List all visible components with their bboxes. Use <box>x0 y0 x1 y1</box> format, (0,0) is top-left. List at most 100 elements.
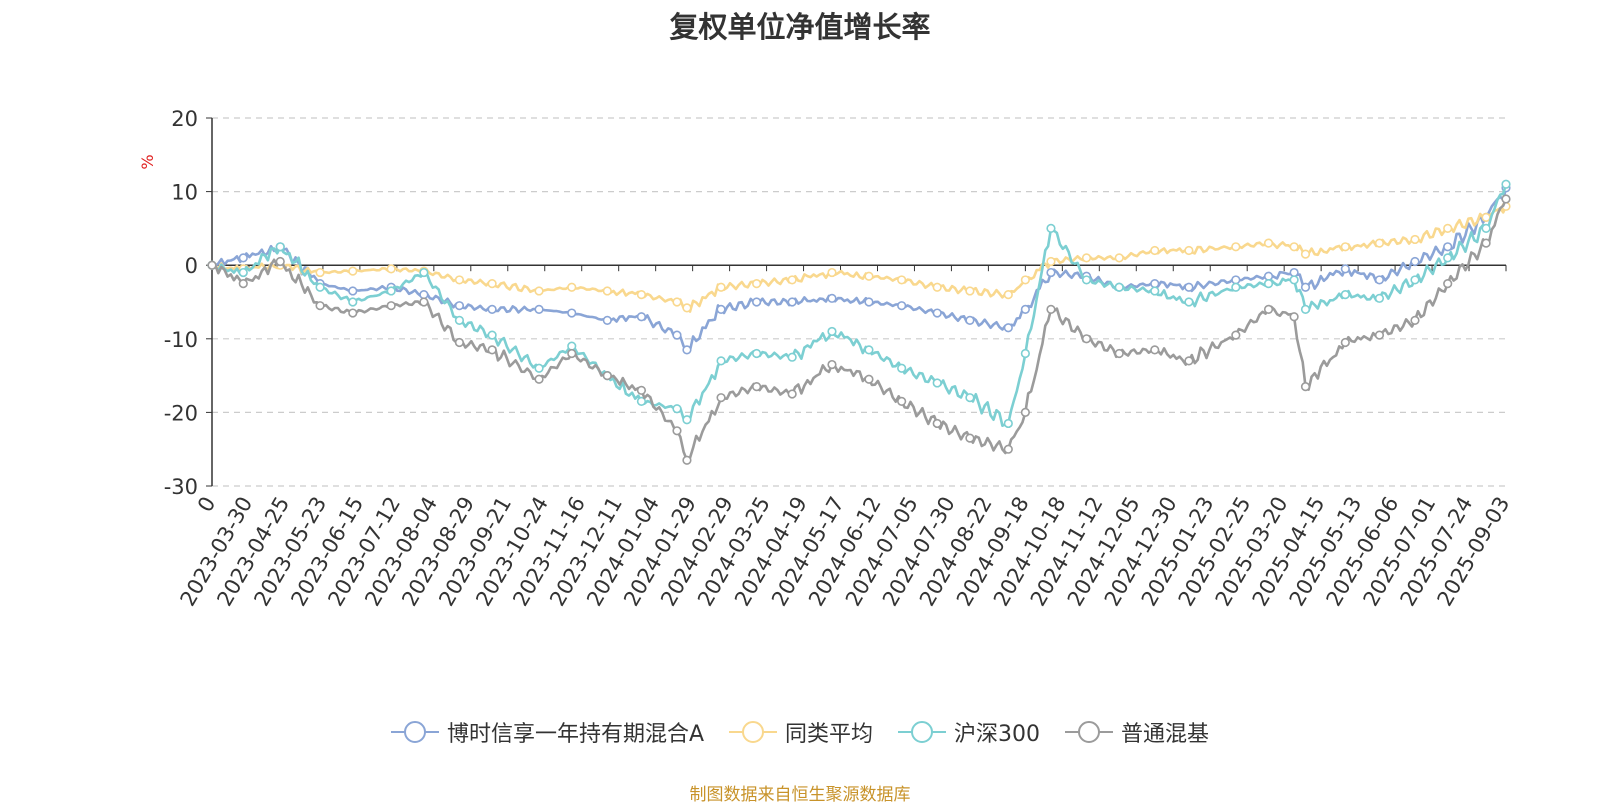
data-point <box>1231 242 1241 252</box>
data-point <box>1300 382 1311 392</box>
data-point <box>1020 348 1030 359</box>
data-point <box>1263 279 1274 289</box>
data-point <box>1443 242 1453 252</box>
data-point <box>1374 293 1385 303</box>
data-point <box>1501 194 1511 204</box>
data-point <box>716 393 726 403</box>
data-point <box>1374 330 1385 340</box>
data-point <box>1150 245 1160 256</box>
legend-item-peer-average[interactable]: 同类平均 <box>729 716 873 748</box>
data-point <box>1184 297 1194 307</box>
data-point <box>787 297 797 307</box>
data-point <box>932 378 942 388</box>
data-point <box>534 363 544 373</box>
data-point <box>672 426 682 436</box>
y-tick-label: -30 <box>164 475 198 499</box>
data-point <box>1289 312 1299 322</box>
legend-item-hybrid-funds[interactable]: 普通混基 <box>1065 716 1209 748</box>
grid-layer <box>212 117 1506 487</box>
data-point <box>672 330 682 340</box>
data-point <box>897 275 907 285</box>
data-point <box>348 297 358 307</box>
legend-swatch-icon <box>390 719 439 745</box>
data-point <box>1003 290 1013 300</box>
data-point <box>864 374 874 384</box>
data-point <box>454 315 465 326</box>
data-point <box>897 363 907 373</box>
data-point <box>315 282 325 292</box>
data-point <box>1114 253 1124 263</box>
data-point <box>602 286 612 296</box>
data-point <box>454 337 465 348</box>
data-point <box>567 282 577 292</box>
data-point <box>315 267 325 278</box>
data-point <box>932 282 942 292</box>
data-point <box>1443 223 1453 233</box>
y-axis-label: % <box>138 154 157 169</box>
legend-label: 沪深300 <box>954 722 1041 747</box>
data-point <box>1410 234 1420 245</box>
data-point <box>348 266 358 276</box>
data-point <box>1481 223 1491 233</box>
y-tick-label: -20 <box>164 401 198 425</box>
x-tick-label: 0 <box>193 493 220 517</box>
data-point <box>827 267 837 278</box>
data-point <box>1263 304 1274 314</box>
data-point <box>1443 253 1453 263</box>
data-point <box>1263 271 1274 281</box>
data-point <box>238 253 248 263</box>
data-point <box>567 348 577 359</box>
data-point <box>348 286 358 296</box>
data-point <box>602 371 612 381</box>
data-point <box>487 279 497 289</box>
data-point <box>1184 282 1194 292</box>
data-point <box>419 297 429 307</box>
data-point <box>534 304 544 314</box>
data-point <box>636 290 647 300</box>
series-layer <box>207 179 1511 465</box>
legend-label: 普通混基 <box>1121 722 1210 747</box>
data-point <box>752 297 762 307</box>
data-point <box>1340 242 1350 252</box>
data-point <box>752 382 762 392</box>
data-point <box>567 308 577 318</box>
data-point <box>1046 256 1056 267</box>
y-tick-label: 20 <box>171 107 198 131</box>
data-point <box>386 264 396 274</box>
data-point <box>897 396 907 406</box>
data-point <box>787 389 797 399</box>
data-point <box>1300 249 1311 259</box>
data-point <box>348 308 358 318</box>
data-point <box>932 308 942 318</box>
legend-item-csi300[interactable]: 沪深300 <box>898 716 1040 748</box>
data-point <box>932 418 942 429</box>
data-point <box>1081 334 1092 344</box>
data-point <box>275 256 285 267</box>
data-point <box>965 393 975 403</box>
data-point <box>752 348 762 359</box>
data-point <box>487 330 497 340</box>
data-point <box>1184 245 1194 256</box>
data-point <box>636 396 647 406</box>
data-point <box>1231 330 1241 340</box>
data-point <box>1081 253 1092 263</box>
data-point <box>1231 282 1241 292</box>
data-point <box>716 356 726 366</box>
data-point <box>1184 356 1194 366</box>
data-point <box>1374 275 1385 285</box>
data-point <box>1231 275 1241 285</box>
legend-item-fund[interactable]: 博时信享一年持有期混合A <box>390 716 704 748</box>
data-point <box>864 297 874 307</box>
legend: 博时信享一年持有期混合A 同类平均 沪深300 普通混基 <box>0 716 1600 751</box>
data-point <box>238 267 248 278</box>
data-point <box>827 359 837 370</box>
data-point <box>787 352 797 362</box>
data-point <box>1263 238 1274 248</box>
source-note: 制图数据来自恒生聚源数据库 <box>689 785 911 805</box>
data-point <box>315 301 325 311</box>
data-point <box>1481 212 1491 222</box>
data-point <box>1114 348 1124 359</box>
data-point <box>1020 275 1030 285</box>
data-point <box>1501 179 1511 189</box>
data-point <box>1289 267 1299 278</box>
